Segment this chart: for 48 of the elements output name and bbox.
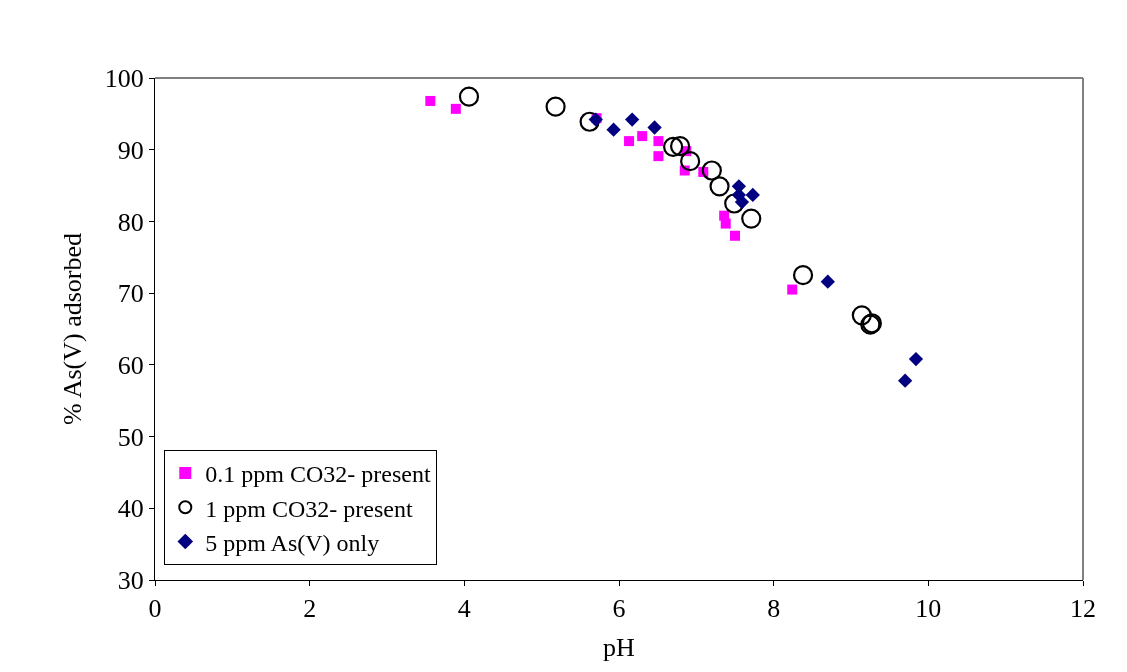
point	[730, 230, 740, 241]
point	[545, 96, 566, 117]
point	[647, 120, 662, 135]
point	[680, 151, 701, 172]
point	[579, 111, 600, 132]
legend-label: 0.1 ppm CO32- present	[205, 461, 431, 488]
point	[637, 131, 648, 142]
point	[624, 136, 635, 147]
point	[720, 218, 731, 229]
x-tick-label: 0	[148, 594, 162, 624]
point	[701, 160, 722, 181]
legend-label: 5 ppm As(V) only	[205, 529, 380, 556]
x-axis-title: pH	[603, 632, 636, 662]
point	[792, 265, 814, 286]
y-tick-label: 90	[117, 135, 144, 165]
point	[625, 112, 640, 127]
point	[653, 151, 664, 162]
point	[670, 136, 691, 157]
point	[724, 193, 745, 214]
point	[908, 351, 924, 367]
x-tick-label: 10	[915, 594, 942, 624]
point	[787, 284, 798, 295]
point	[741, 208, 762, 229]
y-tick-label: 60	[117, 350, 144, 380]
x-tick-label: 8	[767, 594, 781, 624]
y-tick-label: 80	[117, 207, 144, 237]
y-tick-label: 50	[117, 422, 144, 452]
point	[663, 136, 684, 157]
point	[897, 373, 913, 388]
x-tick-label: 2	[303, 594, 317, 624]
y-tick-label: 70	[117, 279, 144, 309]
point	[745, 187, 760, 203]
point	[458, 86, 480, 107]
point	[709, 176, 730, 197]
point	[425, 95, 436, 106]
point	[851, 305, 872, 326]
x-tick-label: 4	[457, 594, 471, 624]
point	[820, 274, 835, 289]
point	[450, 103, 461, 114]
y-tick-label: 100	[104, 64, 144, 94]
point	[653, 136, 664, 147]
legend-label: 1 ppm CO32- present	[205, 495, 413, 522]
y-tick-label: 40	[117, 494, 144, 524]
y-axis-title: % As(V) adsorbed	[58, 232, 88, 426]
x-tick-label: 6	[612, 594, 626, 624]
point	[606, 122, 621, 137]
y-tick-label: 30	[117, 566, 144, 596]
x-tick-label: 12	[1070, 594, 1096, 624]
